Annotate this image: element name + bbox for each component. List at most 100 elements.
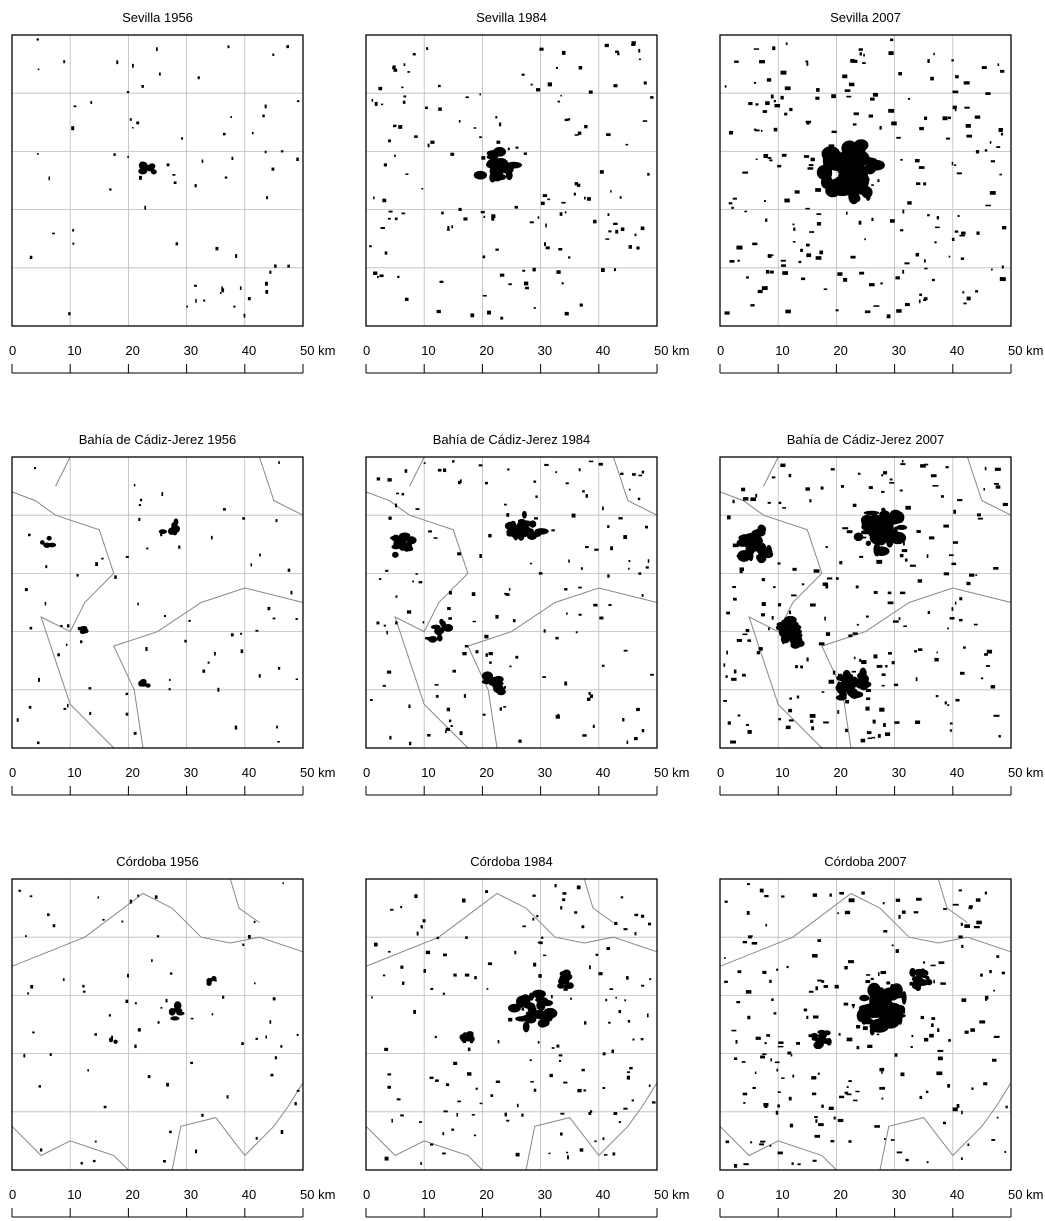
settlement [544,629,546,632]
settlement [145,647,147,651]
urban-area [542,1000,553,1006]
settlement [920,464,926,467]
settlement [644,81,647,84]
settlement [931,474,937,477]
settlement [169,679,171,681]
settlement [772,476,776,478]
settlement [636,708,640,711]
settlement [626,144,629,146]
settlement [819,642,825,645]
settlement [764,895,768,897]
settlement [104,1106,107,1108]
settlement [606,947,610,950]
settlement [750,304,754,306]
scale-label: 10 [775,765,789,780]
settlement [843,278,847,282]
settlement [593,725,595,728]
settlement [951,59,953,61]
settlement [921,1016,924,1019]
settlement [457,552,461,555]
settlement [254,921,256,923]
settlement [413,53,416,55]
settlement [202,670,205,673]
settlement [584,197,586,200]
settlement [244,314,246,318]
settlement [994,1036,1000,1038]
scale-label: 20 [833,343,847,358]
settlement [802,583,804,585]
settlement [610,546,613,550]
settlement [495,116,497,119]
settlement [723,700,727,702]
settlement [796,1042,800,1045]
settlement [996,955,999,958]
settlement [608,604,611,606]
settlement [296,618,298,620]
settlement [628,1020,630,1023]
settlement [130,118,132,121]
settlement [769,159,772,161]
settlement [403,101,406,104]
settlement [427,734,430,737]
settlement [396,595,398,597]
settlement [991,160,995,162]
map [366,879,657,1170]
settlement [748,935,753,937]
settlement [881,491,885,493]
scale-label: 10 [775,1187,789,1202]
settlement [929,536,934,539]
settlement [827,182,829,186]
settlement [277,741,279,743]
settlement [847,1038,853,1042]
settlement [814,569,820,572]
settlement [776,969,778,971]
urban-area [784,626,788,632]
settlement [430,1077,434,1079]
settlement [231,157,233,160]
settlement [460,731,463,735]
settlement [262,115,265,118]
settlement [436,695,439,698]
settlement [453,1062,457,1065]
settlement [421,925,423,928]
settlement [848,1140,851,1143]
settlement [532,268,535,272]
settlement [833,671,835,675]
settlement [371,996,373,998]
settlement [582,734,586,736]
settlement [937,1050,943,1052]
settlement [281,1130,284,1134]
scale-label: 0 [363,765,370,780]
settlement [918,579,922,582]
settlement [563,1082,567,1084]
settlement [837,272,842,276]
map-title: Córdoba 1984 [470,854,552,869]
settlement [389,736,391,740]
urban-area [392,552,399,558]
settlement [191,1018,194,1020]
settlement [903,542,905,545]
settlement [924,1038,928,1042]
settlement [627,1071,630,1073]
settlement [78,627,80,630]
settlement [952,607,954,611]
settlement [905,1159,908,1161]
settlement [629,245,632,249]
settlement [572,514,576,518]
settlement [950,729,952,731]
settlement [781,96,784,100]
settlement [296,678,298,680]
settlement [130,900,132,904]
settlement [955,75,959,78]
settlement [534,517,538,519]
settlement [931,1023,934,1027]
settlement [814,1116,818,1118]
scale-label: 0 [717,343,724,358]
scale-label: 50 km [300,765,335,780]
urban-area [396,540,406,549]
settlement [559,1054,563,1056]
settlement [217,688,219,692]
settlement [790,1124,793,1128]
urban-area [532,990,546,999]
settlement [778,562,781,564]
